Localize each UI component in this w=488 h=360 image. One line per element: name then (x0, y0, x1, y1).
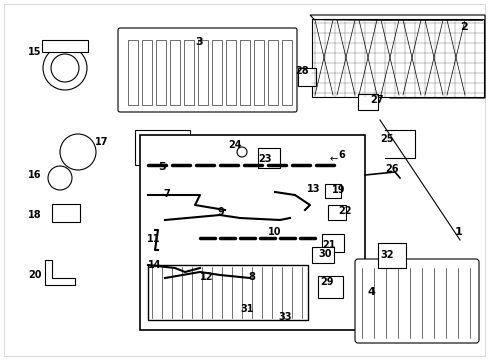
Text: 19: 19 (331, 185, 345, 195)
Bar (212, 40, 222, 105)
Bar (311, 19, 483, 97)
Text: 16: 16 (28, 170, 41, 180)
FancyBboxPatch shape (354, 259, 478, 343)
Bar (148, 265, 307, 320)
Bar (267, 40, 278, 105)
Bar (325, 184, 340, 198)
Text: 31: 31 (240, 304, 253, 314)
Bar (297, 68, 315, 86)
Text: 15: 15 (28, 47, 41, 57)
Bar (42, 40, 88, 52)
Bar (140, 135, 364, 330)
Text: 8: 8 (247, 272, 254, 282)
Bar (377, 243, 405, 268)
Bar (183, 40, 194, 105)
Bar (198, 40, 207, 105)
Text: 20: 20 (28, 270, 41, 280)
Bar (253, 40, 264, 105)
Bar (357, 94, 377, 110)
Text: 28: 28 (294, 66, 308, 76)
Text: 30: 30 (317, 249, 331, 259)
Bar (156, 40, 165, 105)
Text: 11: 11 (147, 234, 160, 244)
Text: 13: 13 (306, 184, 320, 194)
Text: 3: 3 (195, 37, 202, 47)
Text: 9: 9 (218, 207, 224, 217)
Bar (317, 276, 342, 298)
Text: 2: 2 (459, 22, 467, 32)
FancyBboxPatch shape (118, 28, 296, 112)
Text: 6: 6 (337, 150, 344, 160)
Bar (240, 40, 249, 105)
Text: 14: 14 (148, 260, 161, 270)
Text: 26: 26 (384, 164, 398, 174)
Text: 27: 27 (369, 95, 383, 105)
Text: 10: 10 (267, 227, 281, 237)
Text: 32: 32 (379, 250, 393, 260)
Text: 7: 7 (163, 189, 169, 199)
Text: 29: 29 (319, 277, 333, 287)
Bar (142, 40, 152, 105)
Text: 25: 25 (379, 134, 393, 144)
Text: 21: 21 (321, 240, 335, 250)
Bar (225, 40, 236, 105)
Bar (327, 205, 346, 220)
Bar (128, 40, 138, 105)
Text: 18: 18 (28, 210, 41, 220)
Text: 12: 12 (200, 272, 213, 282)
Text: 4: 4 (367, 287, 375, 297)
Text: 24: 24 (227, 140, 241, 150)
Text: 33: 33 (278, 312, 291, 322)
Bar (170, 40, 180, 105)
Text: 23: 23 (258, 154, 271, 164)
Bar (311, 247, 333, 263)
Bar (282, 40, 291, 105)
Text: 1: 1 (454, 227, 462, 237)
Text: 22: 22 (337, 206, 351, 216)
Bar (321, 234, 343, 252)
Text: 5: 5 (158, 162, 165, 172)
Text: ←: ← (329, 154, 337, 164)
Bar (135, 130, 190, 165)
Bar (52, 204, 80, 222)
Text: 17: 17 (95, 137, 108, 147)
Bar (258, 148, 280, 168)
